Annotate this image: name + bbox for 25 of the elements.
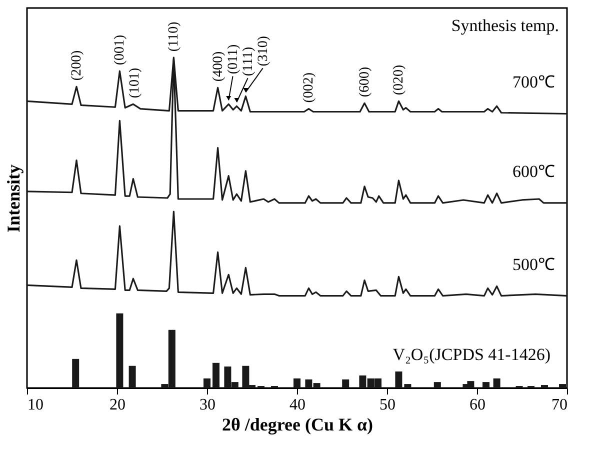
text: Synthesis temp. <box>451 16 559 35</box>
annotation: (002) <box>302 72 317 103</box>
annotation: (110) <box>166 21 182 52</box>
x-tick-label: 30 <box>200 396 216 414</box>
annotation: (020) <box>392 64 407 96</box>
y-axis-title: Intensity <box>4 164 24 233</box>
annotation: (111) <box>240 46 256 76</box>
x-tick-label: 20 <box>110 396 126 414</box>
x-tick-label: 60 <box>470 396 486 414</box>
annotation: (310) <box>256 36 271 66</box>
annotation: (400) <box>210 50 226 82</box>
annotation: (600) <box>358 66 372 98</box>
annotation: (200) <box>70 50 84 81</box>
x-tick-label: 40 <box>290 396 306 414</box>
annotation: (101) <box>128 67 143 98</box>
series-label: 700℃ <box>512 72 555 92</box>
x-tick-label: 70 <box>552 396 568 414</box>
series-label: 500℃ <box>512 254 555 274</box>
x-tick-label: 10 <box>28 396 44 414</box>
annotation: (011) <box>226 44 241 74</box>
series-label: 600℃ <box>512 162 555 181</box>
annotation: (001) <box>112 34 128 66</box>
series-label: V₂O₅(JCPDS 41-1426) <box>392 345 550 364</box>
x-tick-label: 50 <box>380 396 396 414</box>
x-axis-title: 2θ /degree (Cu K α) <box>222 414 374 434</box>
